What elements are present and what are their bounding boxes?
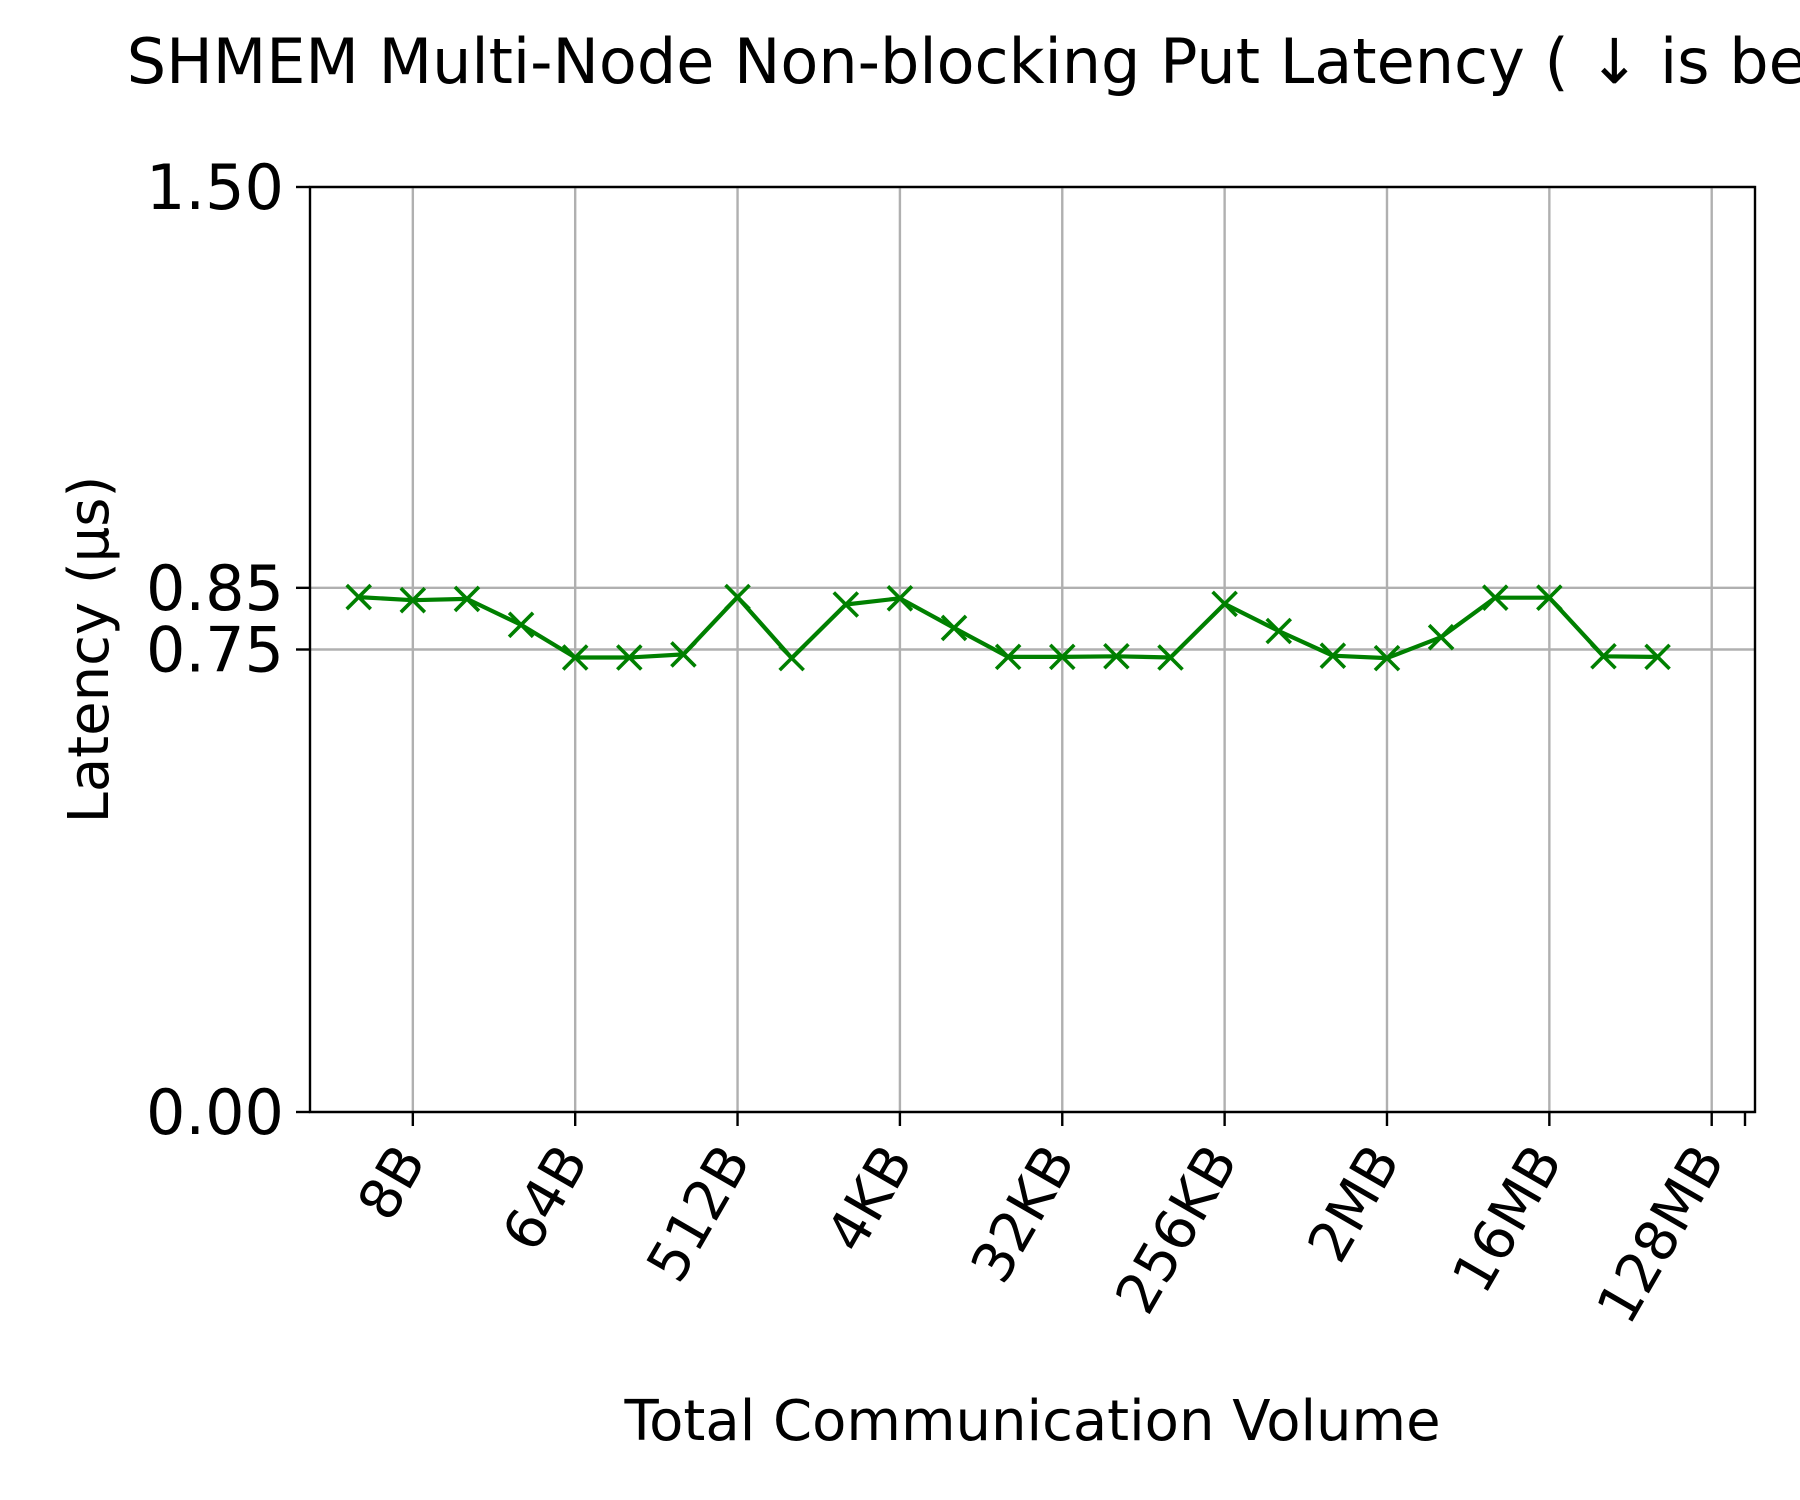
- data-point: [1103, 643, 1130, 670]
- data-point: [994, 643, 1022, 671]
- data-point: [1373, 644, 1401, 672]
- axes: 0.00 0.750.85 1.50 8B 64B 512B 4KB 32KB 256KB 2MB…: [146, 151, 1757, 1335]
- data-point: [561, 644, 589, 671]
- data-point: [1157, 644, 1184, 671]
- data-point: [1481, 584, 1509, 611]
- data-point: [1211, 590, 1238, 618]
- x-tick-label: 256KB: [1103, 1135, 1250, 1325]
- data-point: [832, 591, 860, 618]
- data-point: [616, 644, 643, 671]
- x-tick-label: 2MB: [1296, 1135, 1413, 1273]
- data-point: [507, 611, 535, 639]
- data-point: [453, 585, 481, 613]
- data-point: [778, 644, 805, 672]
- grid: [310, 185, 1755, 1114]
- y-tick-label: 0.00: [146, 1076, 284, 1149]
- y-tick-label: 1.50: [146, 151, 284, 224]
- data-point: [1644, 643, 1671, 671]
- y-axis-label: Latency (μs): [57, 476, 122, 824]
- data-point: [1536, 584, 1563, 611]
- x-tick-label: 128MB: [1585, 1135, 1738, 1335]
- data-point: [345, 583, 372, 611]
- data-point: [1590, 643, 1617, 670]
- data-point: [1427, 623, 1455, 651]
- data-point: [724, 583, 751, 611]
- x-tick-label: 64B: [490, 1135, 601, 1262]
- data-point: [670, 641, 697, 668]
- x-tick-label: 32KB: [959, 1135, 1088, 1294]
- x-tick-label: 4KB: [814, 1135, 926, 1263]
- chart-title: SHMEM Multi-Node Non-blocking Put Latenc…: [127, 25, 1800, 98]
- data-point: [1048, 643, 1076, 671]
- y-tick-label: 0.75: [146, 614, 284, 687]
- y-tick-label: 0.85: [146, 552, 284, 625]
- data-point: [886, 585, 914, 612]
- x-tick-label: 512B: [635, 1135, 764, 1293]
- x-axis-label: Total Communication Volume: [623, 1389, 1440, 1454]
- data-point: [399, 586, 427, 614]
- x-tick-label: 8B: [346, 1135, 439, 1232]
- data-point: [940, 614, 968, 642]
- series-layer: [345, 583, 1671, 672]
- data-point: [1265, 617, 1293, 645]
- data-point: [1319, 642, 1347, 669]
- x-tick-label: 16MB: [1440, 1135, 1575, 1304]
